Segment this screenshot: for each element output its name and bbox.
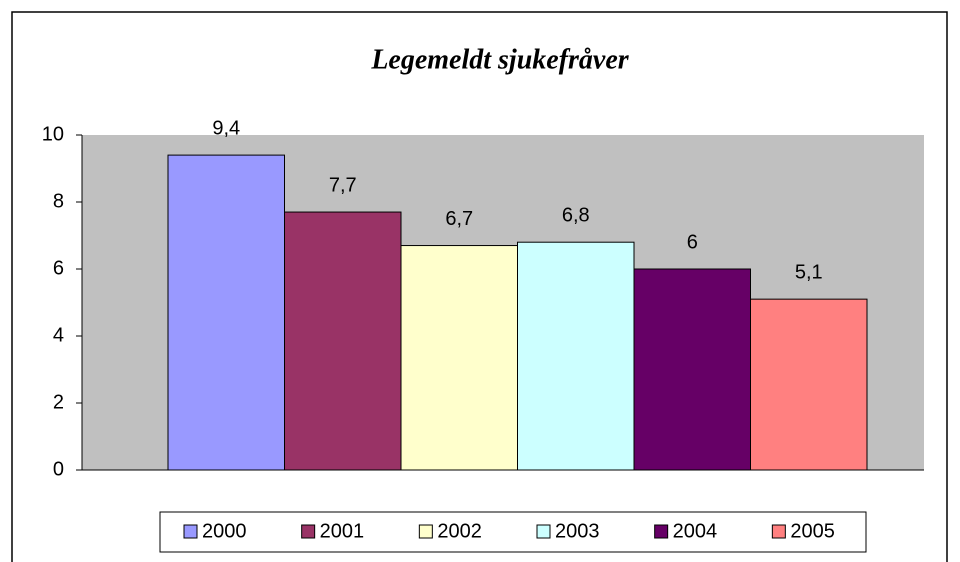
- data-label: 6,8: [562, 204, 590, 226]
- data-label: 6,7: [445, 208, 473, 230]
- legend-swatch: [654, 524, 669, 539]
- y-tick-label: 0: [53, 458, 64, 480]
- bar: [750, 298, 868, 471]
- legend-swatch: [771, 524, 786, 539]
- legend-swatch: [183, 524, 198, 539]
- data-label: 7,7: [329, 174, 357, 196]
- legend-label: 2005: [790, 520, 835, 542]
- bar: [517, 241, 635, 471]
- y-tick-label: 10: [42, 123, 64, 145]
- legend-swatch: [301, 524, 316, 539]
- legend-swatch: [536, 524, 551, 539]
- data-label: 6: [687, 231, 698, 253]
- bar: [167, 154, 285, 471]
- legend-label: 2001: [320, 520, 365, 542]
- y-tick-label: 8: [53, 190, 64, 212]
- chart-title: Legemeldt sjukefråver: [370, 44, 629, 75]
- bar: [400, 245, 518, 471]
- bar: [633, 268, 751, 471]
- legend-label: 2002: [437, 520, 482, 542]
- y-tick-label: 4: [53, 324, 64, 346]
- legend-swatch: [418, 524, 433, 539]
- legend-label: 2003: [555, 520, 600, 542]
- y-tick-label: 6: [53, 257, 64, 279]
- data-label: 5,1: [795, 261, 823, 283]
- legend-label: 2000: [202, 520, 247, 542]
- bar: [284, 211, 402, 471]
- legend-label: 2004: [673, 520, 718, 542]
- y-tick-label: 2: [53, 391, 64, 413]
- legend-box: [159, 511, 867, 553]
- data-label: 9,4: [212, 117, 240, 139]
